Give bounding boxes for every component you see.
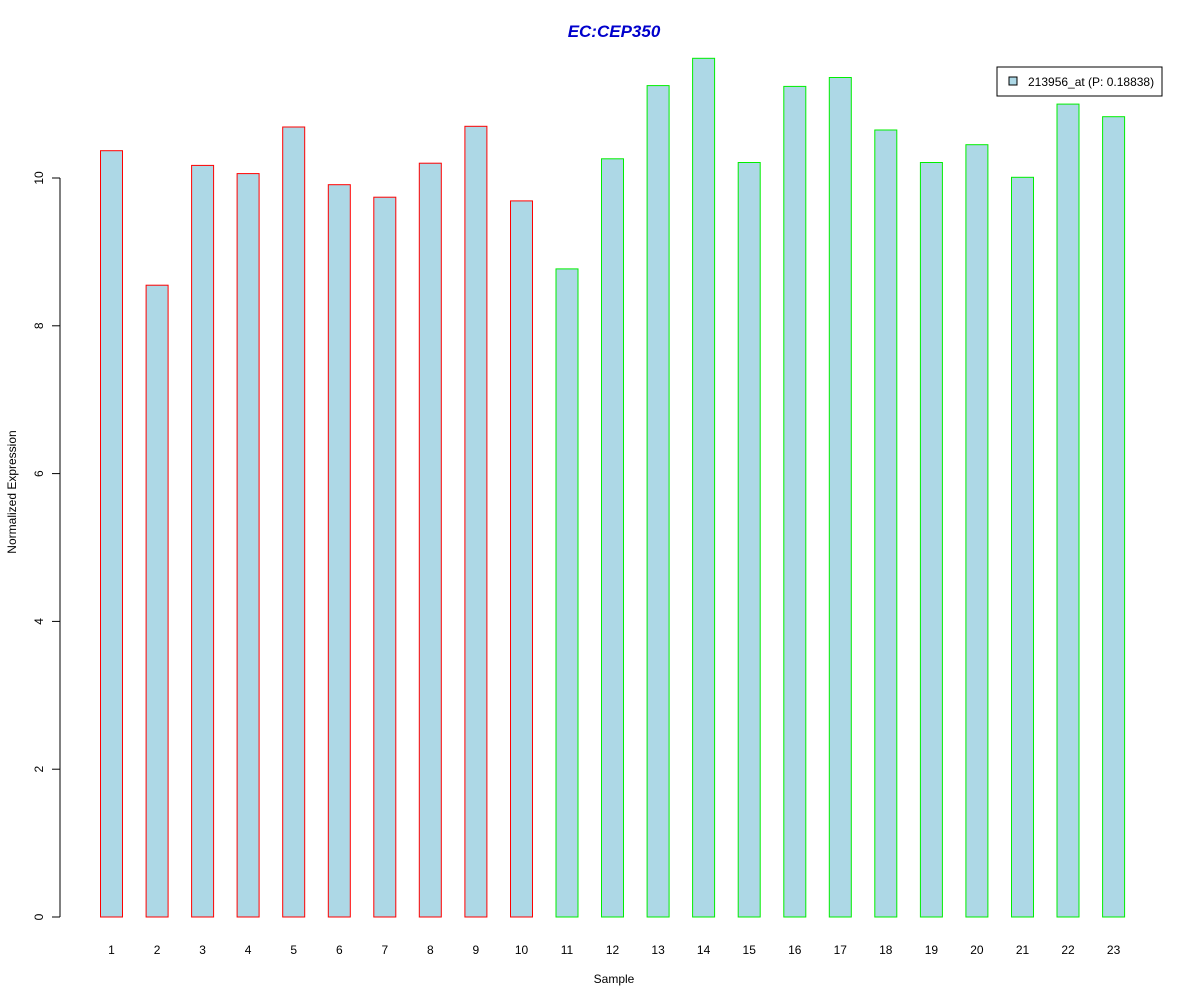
- x-tick-label: 22: [1061, 943, 1075, 957]
- x-tick-label: 19: [925, 943, 939, 957]
- y-axis: 0 2 4 6 8 10: [32, 171, 61, 920]
- x-tick-label: 6: [336, 943, 343, 957]
- x-tick-label: 4: [245, 943, 252, 957]
- x-axis-label: Sample: [594, 972, 635, 986]
- x-tick-label: 5: [290, 943, 297, 957]
- x-tick-label: 2: [154, 943, 161, 957]
- bar-sample-3: [191, 164, 215, 918]
- x-tick-label: 16: [788, 943, 802, 957]
- bar-sample-14: [692, 57, 716, 918]
- legend-box: [996, 66, 1163, 97]
- legend-swatch: [1008, 76, 1018, 86]
- bar-sample-1: [100, 150, 123, 918]
- bar-sample-19: [919, 162, 943, 918]
- x-tick-label: 20: [970, 943, 984, 957]
- bar-sample-9: [464, 125, 488, 918]
- x-tick-label: 9: [473, 943, 480, 957]
- x-tick-label: 13: [651, 943, 665, 957]
- y-axis-label: Normalized Expression: [5, 430, 19, 553]
- y-tick-label: 10: [32, 171, 46, 185]
- x-tick-label: 14: [697, 943, 711, 957]
- bar-sample-7: [373, 196, 397, 918]
- x-tick-label: 10: [515, 943, 529, 957]
- x-tick-label: 21: [1016, 943, 1030, 957]
- bar-sample-4: [236, 173, 260, 918]
- bar-sample-20: [965, 144, 989, 918]
- bar-sample-23: [1102, 116, 1126, 918]
- y-tick-label: 6: [32, 470, 46, 477]
- bar-sample-11: [555, 268, 579, 918]
- bar-sample-16: [783, 85, 807, 918]
- bar-sample-22: [1056, 103, 1080, 918]
- bar-sample-12: [601, 158, 624, 918]
- x-tick-label: 17: [834, 943, 848, 957]
- y-tick-label: 4: [32, 618, 46, 625]
- bars-group: [100, 57, 1126, 918]
- x-tick-label: 7: [381, 943, 388, 957]
- legend: 213956_at (P: 0.18838): [996, 66, 1163, 97]
- bar-sample-2: [145, 284, 169, 918]
- bar-sample-6: [327, 184, 351, 918]
- bar-sample-15: [737, 162, 761, 918]
- bar-sample-8: [418, 162, 442, 918]
- y-tick-label: 2: [32, 766, 46, 773]
- bar-sample-13: [646, 85, 670, 918]
- x-tick-label: 15: [743, 943, 757, 957]
- x-tick-label: 1: [108, 943, 115, 957]
- bar-sample-17: [828, 77, 852, 918]
- legend-label: 213956_at (P: 0.18838): [1028, 75, 1154, 89]
- x-tick-label: 18: [879, 943, 893, 957]
- x-tick-label: 11: [561, 943, 574, 957]
- bar-sample-5: [282, 126, 306, 918]
- x-tick-label: 3: [199, 943, 206, 957]
- bar-sample-18: [874, 129, 898, 918]
- bar-sample-21: [1011, 176, 1034, 918]
- x-tick-label: 23: [1107, 943, 1121, 957]
- x-axis: 1 2 3 4 5 6 7 8 9 10 11 12 13 14 15 16 17 18 19 20 21 22 23: [108, 943, 1120, 957]
- x-tick-label: 12: [606, 943, 620, 957]
- y-tick-label: 0: [32, 913, 46, 920]
- x-tick-label: 8: [427, 943, 434, 957]
- y-tick-label: 8: [32, 322, 46, 329]
- bar-sample-10: [510, 200, 533, 918]
- chart-title: EC:CEP350: [568, 22, 661, 41]
